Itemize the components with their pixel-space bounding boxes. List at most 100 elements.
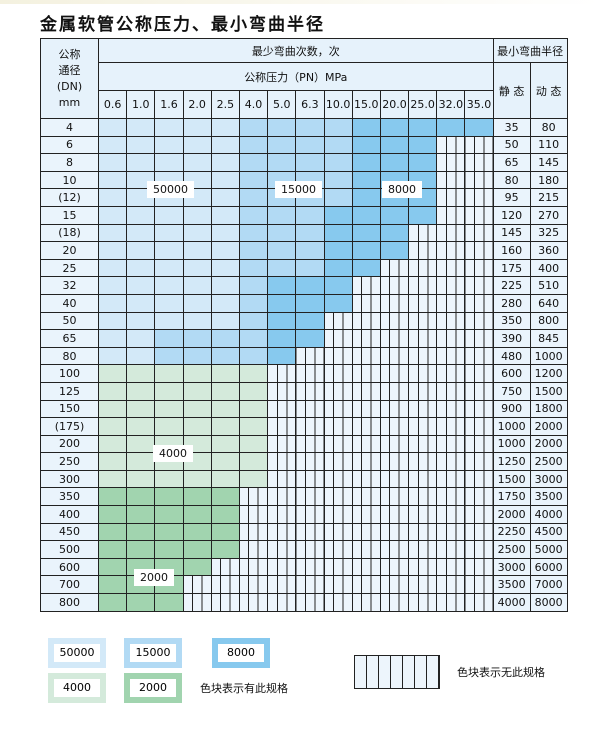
spec-cell: [182, 557, 212, 577]
table-row: (18) 145 325: [40, 223, 568, 243]
no-spec-cell: [295, 346, 325, 366]
dynamic-radius-cell: 4000: [529, 505, 568, 524]
spec-cell: [97, 434, 128, 454]
no-spec-cell: [436, 311, 466, 331]
no-spec-cell: [464, 399, 494, 419]
no-spec-cell: [408, 452, 438, 471]
no-spec-cell: [295, 593, 325, 612]
spec-cell: [238, 223, 269, 243]
spec-cell: [323, 258, 353, 278]
spec-cell: [210, 434, 240, 454]
spec-cell: [154, 593, 184, 612]
dynamic-radius-cell: 510: [529, 276, 568, 295]
no-spec-cell: [267, 593, 297, 612]
spec-cell: [267, 223, 297, 243]
spec-cell: [154, 329, 184, 348]
spec-cell: [97, 487, 128, 507]
no-spec-cell: [408, 469, 438, 489]
spec-cell: [210, 205, 240, 225]
no-spec-cell: [408, 399, 438, 419]
spec-cell: [154, 540, 184, 559]
no-spec-cell: [351, 540, 381, 559]
no-spec-cell: [379, 557, 410, 577]
spec-cell: [182, 540, 212, 559]
spec-cell: [126, 452, 156, 471]
spec-cell: [154, 205, 184, 225]
dn-cell: 250: [40, 452, 99, 471]
no-spec-cell: [351, 399, 381, 419]
table-row: 125 750 1500: [40, 381, 568, 401]
spec-cell: [154, 381, 184, 401]
spec-cell: [238, 118, 269, 137]
no-spec-cell: [351, 505, 381, 524]
region-label-2000: 2000: [134, 569, 174, 586]
spec-cell: [97, 364, 128, 383]
legend-no-spec-swatch: [354, 655, 440, 689]
table-row: (175) 1000 2000: [40, 417, 568, 436]
spec-cell: [323, 223, 353, 243]
dn-cell: 800: [40, 593, 99, 612]
no-spec-cell: [464, 575, 494, 595]
no-spec-cell: [436, 381, 466, 401]
legend-50000: 50000: [48, 638, 106, 668]
no-spec-cell: [323, 311, 353, 331]
spec-cell: [210, 346, 240, 366]
dynamic-radius-cell: 270: [529, 205, 568, 225]
pressure-col-header: 5.0: [267, 90, 297, 119]
spec-table: 公称 通径 (DN) mm 最少弯曲次数，次 最小弯曲半径 公称压力（PN）MP…: [40, 38, 568, 612]
spec-cell: [97, 276, 128, 295]
no-spec-cell: [351, 593, 381, 612]
spec-cell: [182, 153, 212, 172]
spec-cell: [182, 417, 212, 436]
spec-cell: [126, 311, 156, 331]
static-radius-cell: 95: [492, 188, 531, 207]
no-spec-cell: [351, 417, 381, 436]
spec-cell: [182, 522, 212, 542]
pressure-col-header: 32.0: [436, 90, 466, 119]
spec-cell: [267, 329, 297, 348]
no-spec-cell: [464, 364, 494, 383]
spec-cell: [97, 593, 128, 612]
dynamic-radius-cell: 5000: [529, 540, 568, 559]
dn-cell: (18): [40, 223, 99, 243]
table-row: 100 600 1200: [40, 364, 568, 383]
spec-cell: [97, 505, 128, 524]
no-spec-cell: [408, 241, 438, 260]
static-radius-cell: 2500: [492, 540, 531, 559]
no-spec-cell: [436, 399, 466, 419]
spec-cell: [126, 223, 156, 243]
spec-cell: [126, 593, 156, 612]
spec-cell: [379, 135, 410, 155]
no-spec-cell: [267, 505, 297, 524]
static-header: 静 态: [492, 62, 531, 119]
table-row: 50 350 800: [40, 311, 568, 331]
min-radius-header: 最小弯曲半径: [492, 38, 568, 63]
spec-cell: [379, 241, 410, 260]
spec-cell: [126, 540, 156, 559]
no-spec-cell: [464, 135, 494, 155]
spec-cell: [182, 276, 212, 295]
spec-cell: [182, 223, 212, 243]
pressure-col-header: 25.0: [408, 90, 438, 119]
spec-cell: [238, 329, 269, 348]
table-row: 150 900 1800: [40, 399, 568, 419]
no-spec-cell: [267, 540, 297, 559]
no-spec-cell: [464, 258, 494, 278]
no-spec-cell: [464, 505, 494, 524]
pressure-col-header: 2.0: [182, 90, 212, 119]
spec-cell: [351, 153, 381, 172]
spec-cell: [126, 276, 156, 295]
spec-cell: [126, 417, 156, 436]
spec-cell: [210, 118, 240, 137]
dn-cell: 20: [40, 241, 99, 260]
no-spec-cell: [436, 293, 466, 313]
spec-cell: [126, 241, 156, 260]
no-spec-cell: [295, 505, 325, 524]
static-radius-cell: 1250: [492, 452, 531, 471]
spec-cell: [126, 205, 156, 225]
no-spec-cell: [464, 188, 494, 207]
no-spec-cell: [436, 346, 466, 366]
no-spec-cell: [267, 452, 297, 471]
no-spec-cell: [379, 293, 410, 313]
static-radius-cell: 4000: [492, 593, 531, 612]
